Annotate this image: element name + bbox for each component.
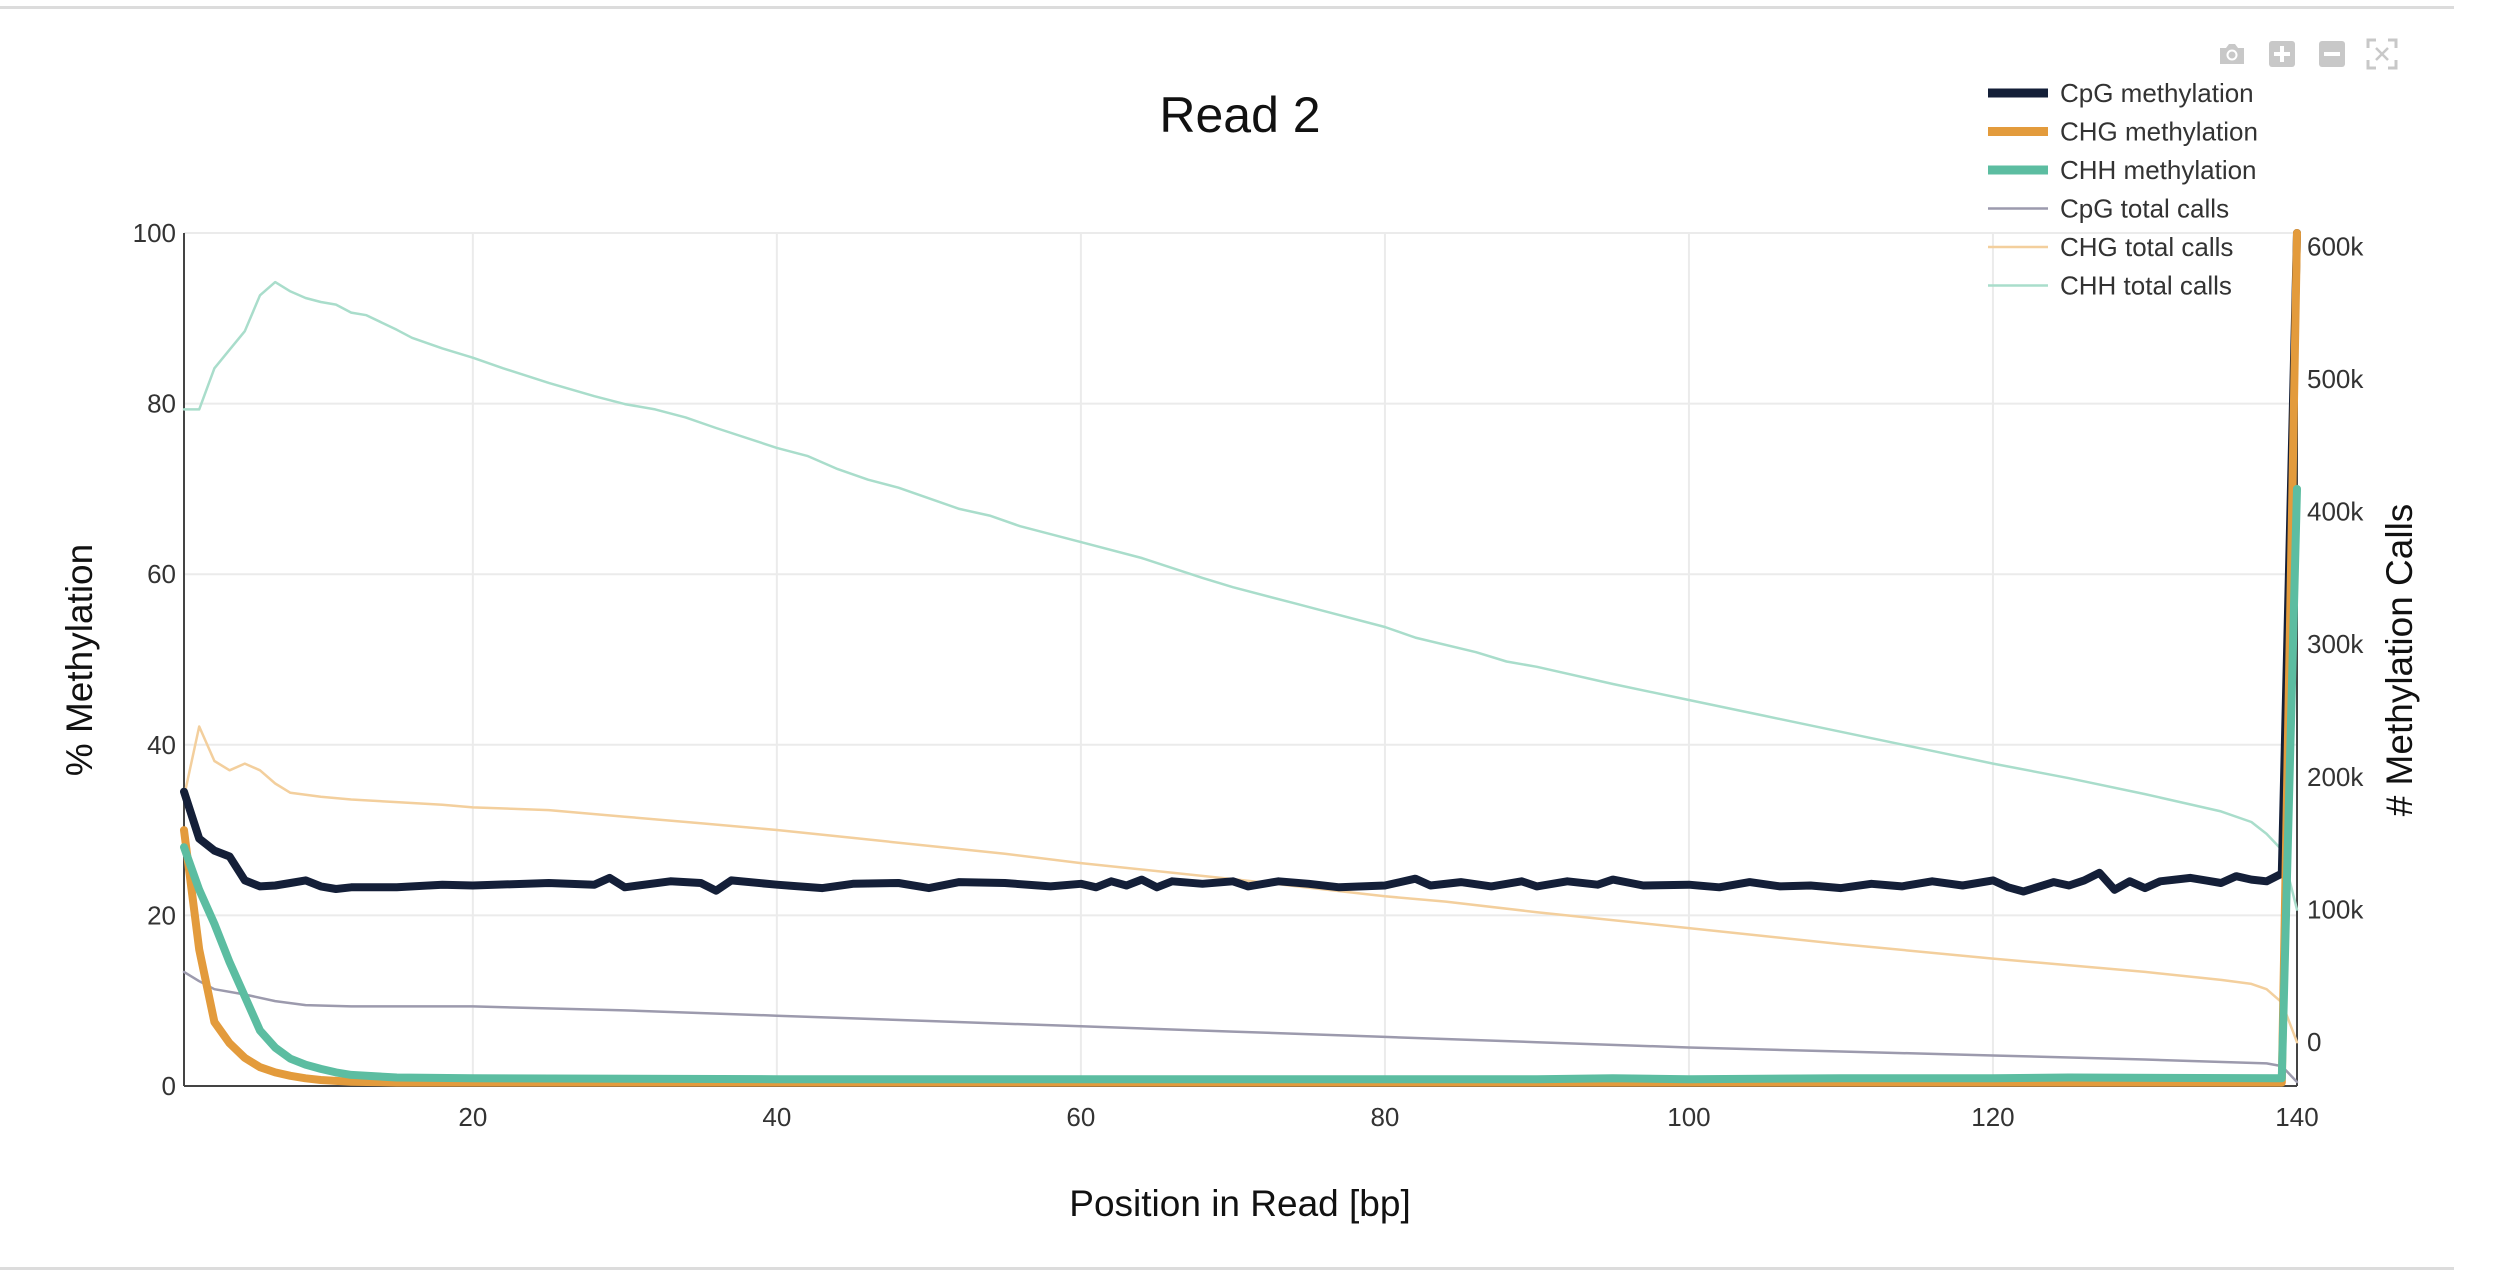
series-line-chh-methylation: [180, 484, 2301, 1084]
y-tick-label: 0: [162, 1071, 176, 1101]
autoscale-icon[interactable]: [2366, 38, 2398, 70]
series-line-chh-total-calls: [182, 280, 2299, 911]
legend-item-cpg-methylation[interactable]: CpG methylation: [1988, 78, 2254, 108]
x-tick-label: 140: [2275, 1102, 2318, 1132]
modebar: [2216, 38, 2398, 70]
x-tick-label: 40: [762, 1102, 791, 1132]
series-lines: [180, 229, 2301, 1087]
legend-label: CHG total calls: [2060, 232, 2233, 262]
x-tick-label: 60: [1066, 1102, 1095, 1132]
zoom-out-icon[interactable]: [2316, 38, 2348, 70]
x-tick-label: 100: [1667, 1102, 1710, 1132]
x-tick-label: 120: [1971, 1102, 2014, 1132]
y2-tick-label: 0: [2307, 1027, 2321, 1057]
y2-tick-label: 500k: [2307, 364, 2364, 394]
zoom-in-icon[interactable]: [2266, 38, 2298, 70]
y-tick-label: 60: [147, 559, 176, 589]
legend-item-chh-methylation[interactable]: CHH methylation: [1988, 155, 2257, 185]
chart-title: Read 2: [1159, 87, 1320, 143]
legend-label: CpG total calls: [2060, 194, 2229, 224]
y-tick-label: 40: [147, 730, 176, 760]
x-axis-label: Position in Read [bp]: [1069, 1183, 1410, 1224]
y-tick-label: 20: [147, 900, 176, 930]
legend-label: CHG methylation: [2060, 117, 2258, 147]
series-line-cpg-total-calls: [182, 970, 2299, 1084]
y-tick-label: 80: [147, 389, 176, 419]
y2-tick-label: 100k: [2307, 895, 2364, 925]
legend-item-cpg-total-calls[interactable]: CpG total calls: [1988, 194, 2229, 224]
legend-item-chh-total-calls[interactable]: CHH total calls: [1988, 271, 2232, 301]
y2-tick-label: 600k: [2307, 231, 2364, 261]
y2-axis-label: # Methylation Calls: [2379, 504, 2420, 817]
x-tick-label: 80: [1370, 1102, 1399, 1132]
legend: CpG methylation CHG methylation CHH methyl…: [1988, 78, 2258, 301]
x-tick-label: 20: [458, 1102, 487, 1132]
y2-tick-label: 400k: [2307, 497, 2364, 527]
top-divider: [0, 6, 2454, 9]
legend-item-chg-total-calls[interactable]: CHG total calls: [1988, 232, 2233, 262]
series-line-chg-methylation: [180, 229, 2301, 1087]
camera-icon[interactable]: [2216, 38, 2248, 70]
legend-item-chg-methylation[interactable]: CHG methylation: [1988, 117, 2258, 147]
series-line-cpg-methylation: [180, 229, 2301, 896]
legend-label: CHH total calls: [2060, 271, 2232, 301]
y2-tick-label: 300k: [2307, 629, 2364, 659]
legend-label: CpG methylation: [2060, 78, 2254, 108]
legend-label: CHH methylation: [2060, 155, 2257, 185]
y2-tick-label: 200k: [2307, 762, 2364, 792]
y-tick-label: 100: [133, 218, 176, 248]
y-axis-label: % Methylation: [59, 544, 100, 776]
series-line-chg-total-calls: [182, 725, 2299, 1044]
